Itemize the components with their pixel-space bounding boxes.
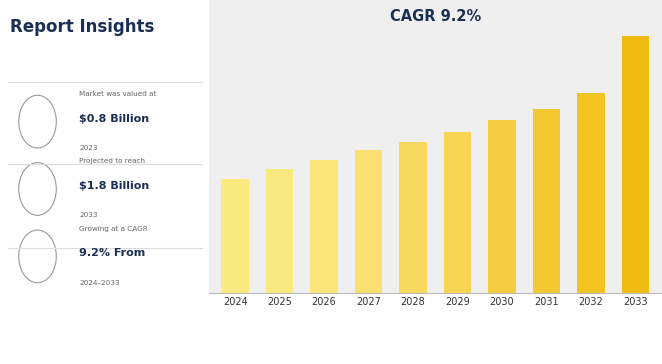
Bar <box>266 169 293 293</box>
Bar <box>221 179 249 293</box>
Text: Allied Market Research: Allied Market Research <box>512 309 649 319</box>
Text: Growing at a CAGR: Growing at a CAGR <box>79 226 148 232</box>
Bar <box>533 108 560 293</box>
Text: CAGR 9.2%: CAGR 9.2% <box>390 9 481 24</box>
Bar <box>310 160 338 293</box>
Bar <box>399 142 427 293</box>
Text: Market was valued at: Market was valued at <box>79 91 157 97</box>
Text: Report Insights: Report Insights <box>11 17 155 36</box>
Text: Human Prothrombin Complex Market: Human Prothrombin Complex Market <box>13 309 232 319</box>
Text: Report Code: A324441: Report Code: A324441 <box>13 340 115 349</box>
Bar <box>355 150 383 293</box>
Text: 2023: 2023 <box>79 145 98 151</box>
Bar <box>577 93 604 293</box>
Text: $0.8 Billion: $0.8 Billion <box>79 114 150 124</box>
Text: 2024–2033: 2024–2033 <box>79 280 120 286</box>
Bar <box>622 36 649 293</box>
Bar <box>444 131 471 293</box>
Text: 9.2% From: 9.2% From <box>79 249 146 258</box>
Text: © All right reserved: © All right reserved <box>558 340 649 349</box>
Text: 2033: 2033 <box>79 212 98 218</box>
Text: Projected to reach: Projected to reach <box>79 158 145 164</box>
Text: $1.8 Billion: $1.8 Billion <box>79 181 150 191</box>
Bar <box>488 120 516 293</box>
